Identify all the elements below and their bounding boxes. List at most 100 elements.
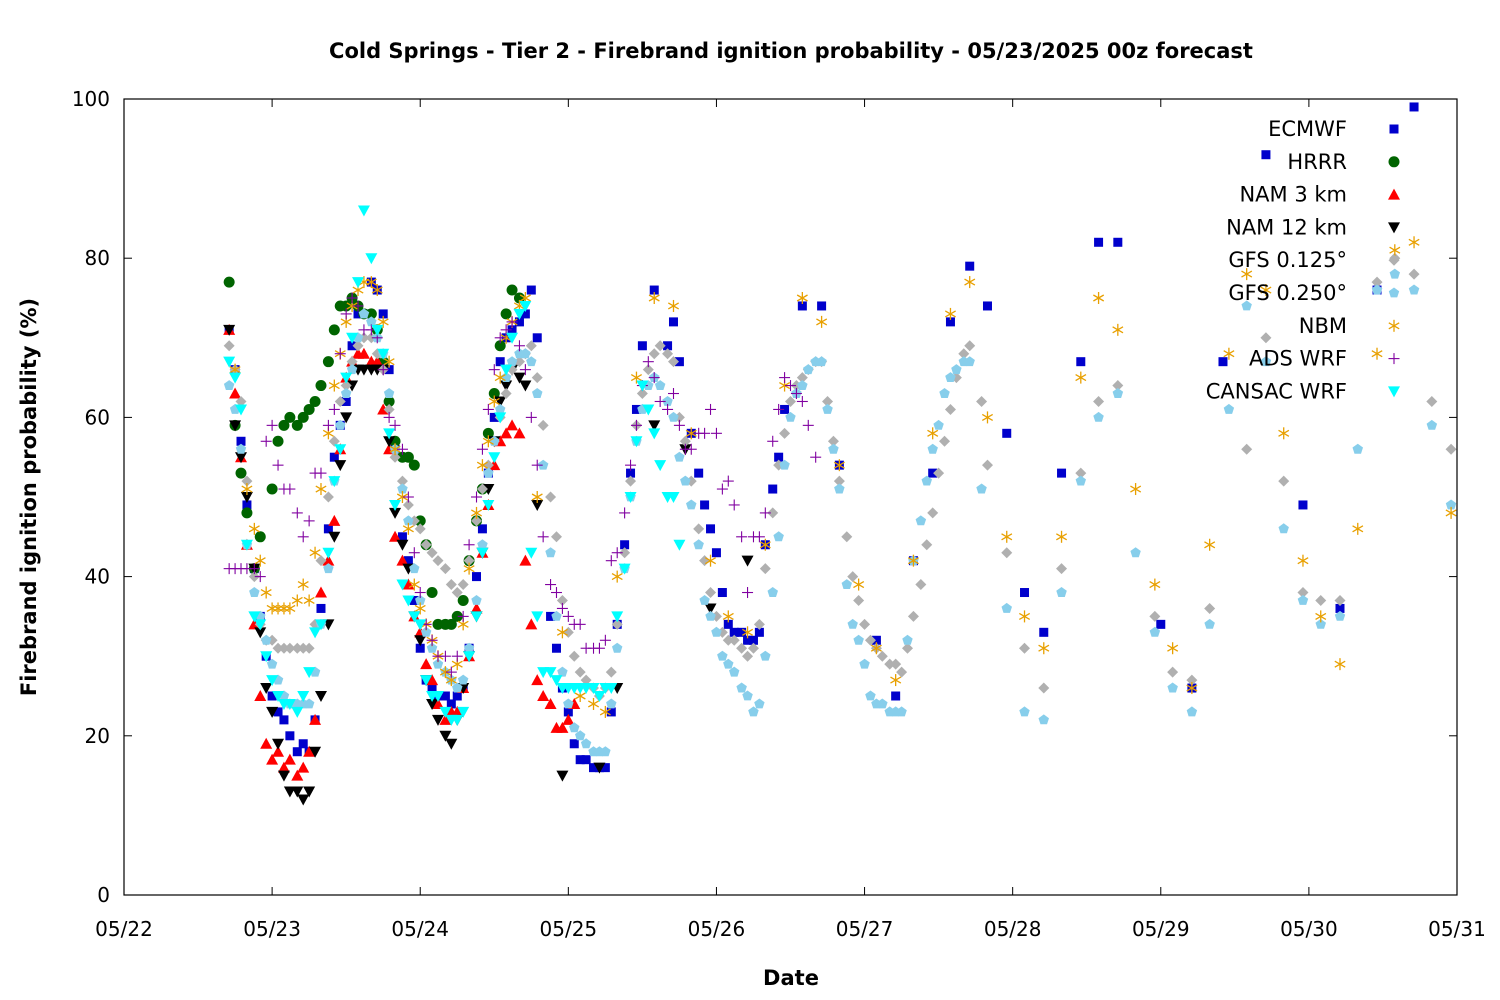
data-point	[284, 483, 296, 495]
data-point	[303, 515, 315, 527]
data-point	[618, 563, 631, 575]
legend-marker	[1388, 254, 1400, 266]
data-point	[322, 554, 335, 566]
data-point	[340, 300, 352, 312]
data-point	[742, 690, 753, 701]
data-point	[431, 697, 444, 709]
data-point	[716, 483, 728, 495]
data-point	[409, 595, 419, 605]
data-point	[593, 642, 605, 654]
data-point	[1445, 506, 1457, 519]
data-point	[1297, 595, 1309, 605]
data-point	[699, 555, 711, 567]
data-point	[680, 475, 691, 486]
data-point	[383, 355, 395, 368]
data-point	[248, 611, 261, 623]
data-point	[426, 642, 438, 653]
data-point	[241, 483, 253, 496]
data-point	[371, 324, 384, 336]
data-point	[556, 626, 568, 639]
data-point	[495, 357, 505, 367]
data-point	[722, 475, 734, 487]
data-point	[773, 531, 784, 542]
data-point	[396, 579, 409, 591]
asterisk-stroke	[599, 708, 611, 716]
data-point	[408, 578, 420, 591]
data-point	[273, 707, 283, 717]
data-point	[964, 276, 976, 289]
data-point	[283, 753, 296, 765]
data-point	[463, 539, 475, 551]
data-point	[272, 435, 284, 447]
data-point	[472, 572, 482, 582]
series-ads-wrf	[223, 292, 822, 678]
data-point	[667, 356, 679, 368]
data-point	[1186, 706, 1198, 717]
data-point	[816, 315, 828, 328]
asterisk-stroke	[396, 493, 408, 501]
data-point	[340, 388, 352, 398]
data-point	[668, 317, 678, 327]
data-point	[229, 372, 242, 384]
data-point	[958, 348, 970, 360]
data-point	[1039, 627, 1049, 637]
asterisk-stroke	[254, 557, 266, 565]
data-point	[704, 603, 717, 615]
data-point	[876, 650, 888, 662]
data-point	[877, 698, 888, 709]
legend-marker	[1388, 156, 1400, 168]
asterisk-stroke	[944, 310, 956, 318]
data-point	[1019, 706, 1030, 717]
data-point	[365, 308, 377, 320]
data-point	[581, 755, 591, 765]
data-point	[532, 388, 543, 398]
data-point	[563, 707, 573, 717]
y-tick-label: 60	[85, 405, 110, 429]
data-point	[500, 324, 512, 336]
data-point	[500, 364, 513, 376]
series-cansac-wrf	[223, 205, 686, 726]
data-point	[550, 675, 563, 687]
y-tick-label: 100	[72, 87, 110, 111]
y-tick-label: 80	[85, 246, 110, 270]
data-point	[705, 610, 716, 621]
data-point	[260, 651, 273, 663]
data-point	[223, 340, 235, 352]
data-point	[859, 618, 871, 630]
data-point	[482, 499, 495, 511]
data-point	[976, 395, 988, 407]
data-point	[420, 539, 432, 551]
data-point	[278, 419, 290, 431]
data-point	[297, 794, 310, 806]
data-point	[352, 277, 365, 289]
data-point	[648, 292, 660, 304]
data-point	[562, 610, 574, 622]
data-point	[352, 300, 364, 312]
data-point	[463, 555, 475, 567]
data-point	[445, 666, 457, 678]
data-point	[768, 484, 778, 494]
data-point	[483, 467, 494, 478]
data-point	[235, 395, 247, 407]
data-point	[272, 738, 285, 750]
data-point	[316, 603, 326, 613]
data-point	[1278, 427, 1290, 440]
data-point	[328, 324, 340, 336]
data-point	[1204, 602, 1216, 614]
data-point	[1018, 610, 1031, 623]
asterisk-stroke	[1352, 525, 1364, 533]
data-point	[328, 403, 340, 415]
data-point	[525, 340, 537, 352]
data-point	[951, 364, 962, 375]
asterisk-stroke	[630, 374, 642, 382]
data-point	[933, 467, 945, 479]
data-point	[303, 403, 315, 415]
data-point	[1020, 588, 1030, 598]
data-point	[402, 491, 414, 503]
data-point	[463, 562, 475, 575]
data-point	[796, 395, 808, 407]
data-point	[520, 348, 531, 359]
data-point	[365, 253, 378, 265]
data-point	[531, 611, 544, 623]
asterisk-stroke	[284, 604, 296, 613]
